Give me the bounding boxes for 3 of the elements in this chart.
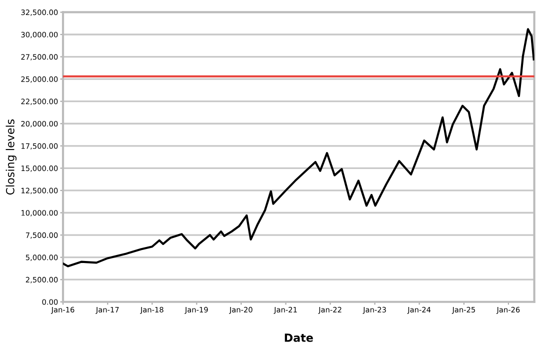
y-axis-title: Closing levels	[6, 119, 17, 195]
line-series	[63, 28, 534, 268]
x-axis-title: Date	[284, 334, 313, 342]
